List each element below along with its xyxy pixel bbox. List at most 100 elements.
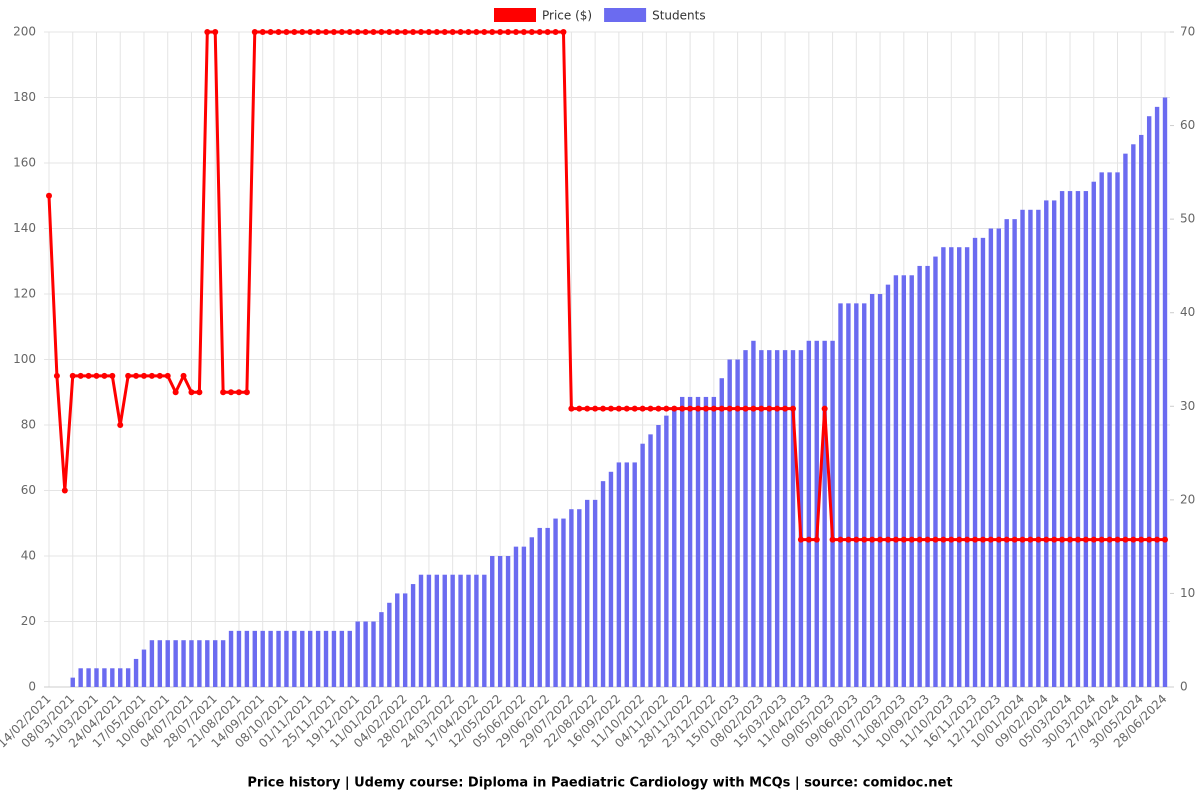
price-point bbox=[1106, 536, 1113, 543]
price-point bbox=[61, 487, 68, 494]
price-point bbox=[370, 29, 377, 35]
bar bbox=[577, 509, 582, 687]
price-point bbox=[251, 29, 258, 35]
bar bbox=[505, 556, 511, 687]
bar bbox=[1059, 191, 1065, 688]
bar bbox=[751, 340, 756, 687]
bar bbox=[830, 340, 835, 687]
price-point bbox=[441, 29, 448, 35]
bar bbox=[616, 462, 622, 687]
bar bbox=[1036, 209, 1041, 688]
price-point bbox=[354, 29, 361, 35]
price-point bbox=[710, 405, 717, 412]
price-point bbox=[528, 29, 535, 35]
bar bbox=[149, 640, 155, 687]
price-point bbox=[1162, 536, 1168, 543]
price-line bbox=[47, 30, 1165, 542]
price-point bbox=[433, 29, 440, 35]
price-point bbox=[140, 372, 147, 379]
bar bbox=[854, 303, 859, 687]
bar bbox=[284, 630, 289, 687]
bar bbox=[133, 658, 139, 687]
price-point bbox=[948, 536, 955, 543]
bar bbox=[466, 574, 471, 687]
y2-tick-label: 0 bbox=[1180, 680, 1188, 694]
price-point bbox=[655, 405, 662, 412]
price-point bbox=[1035, 536, 1042, 543]
bar bbox=[363, 621, 368, 687]
y-tick-label: 100 bbox=[13, 352, 36, 366]
y-tick-label: 140 bbox=[13, 221, 36, 235]
y2-tick-label: 70 bbox=[1180, 25, 1195, 39]
bar bbox=[774, 350, 780, 687]
price-point bbox=[821, 405, 828, 412]
price-point bbox=[457, 29, 464, 35]
y-tick-label: 20 bbox=[21, 614, 36, 628]
price-point bbox=[323, 29, 330, 35]
bar bbox=[782, 350, 788, 687]
bar bbox=[814, 340, 819, 687]
bar bbox=[569, 509, 574, 687]
legend-swatch bbox=[494, 8, 536, 22]
y-tick-label: 200 bbox=[13, 25, 36, 39]
bar bbox=[941, 247, 946, 687]
bar bbox=[213, 640, 218, 687]
bar bbox=[640, 443, 645, 687]
price-point bbox=[679, 405, 686, 412]
bar bbox=[331, 630, 337, 687]
bar bbox=[228, 630, 234, 687]
bar bbox=[537, 527, 542, 687]
price-point bbox=[726, 405, 733, 412]
bar bbox=[1115, 172, 1120, 687]
bar bbox=[157, 640, 163, 687]
price-point bbox=[410, 29, 417, 35]
bar bbox=[1131, 144, 1136, 688]
price-point bbox=[615, 405, 622, 412]
price-point bbox=[995, 536, 1002, 543]
bar bbox=[608, 471, 614, 687]
bar bbox=[980, 237, 986, 687]
price-point bbox=[481, 29, 488, 35]
bar bbox=[743, 350, 748, 687]
y-tick-label: 180 bbox=[13, 90, 36, 104]
bar bbox=[917, 265, 922, 687]
price-point bbox=[259, 29, 266, 35]
bar bbox=[1146, 116, 1152, 687]
price-point bbox=[869, 536, 876, 543]
bar bbox=[1004, 219, 1009, 687]
price-point bbox=[220, 389, 227, 396]
bar bbox=[1083, 191, 1089, 688]
price-point bbox=[1019, 536, 1026, 543]
price-point bbox=[623, 405, 630, 412]
price-point bbox=[402, 29, 409, 35]
price-point bbox=[829, 536, 836, 543]
price-point bbox=[275, 29, 282, 35]
price-point bbox=[338, 29, 345, 35]
bar bbox=[347, 630, 352, 687]
bar bbox=[648, 434, 653, 687]
bar bbox=[727, 359, 732, 687]
bar bbox=[933, 256, 938, 687]
price-point bbox=[987, 536, 994, 543]
bar bbox=[1051, 200, 1057, 687]
price-point bbox=[940, 536, 947, 543]
price-point bbox=[299, 29, 306, 35]
price-point bbox=[647, 405, 654, 412]
bar bbox=[632, 462, 637, 687]
bar bbox=[1123, 153, 1128, 688]
price-point bbox=[568, 405, 575, 412]
bar bbox=[1099, 172, 1104, 687]
bar bbox=[925, 265, 930, 687]
price-point bbox=[497, 29, 504, 35]
price-point bbox=[845, 536, 852, 543]
price-point bbox=[782, 405, 789, 412]
bar bbox=[86, 668, 91, 687]
price-point bbox=[671, 405, 678, 412]
price-point bbox=[1074, 536, 1081, 543]
bar bbox=[292, 630, 297, 687]
bar bbox=[1154, 106, 1160, 688]
bar bbox=[656, 425, 661, 687]
price-point bbox=[267, 29, 274, 35]
bar bbox=[300, 630, 305, 687]
price-point bbox=[156, 372, 163, 379]
